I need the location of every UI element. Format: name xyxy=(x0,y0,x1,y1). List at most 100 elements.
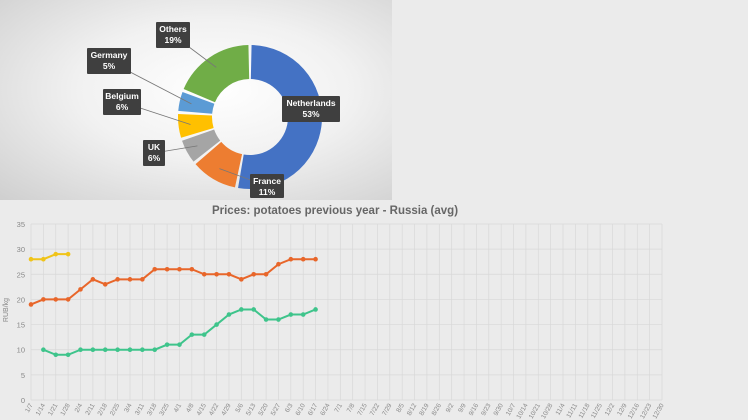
donut-slice-germany xyxy=(178,91,215,114)
slice-value-label: 53% xyxy=(302,109,319,119)
slice-label: Belgium xyxy=(105,91,139,101)
x-tick-label: 9/2 xyxy=(445,402,456,414)
x-tick-label: 6/10 xyxy=(295,402,308,417)
callout-box xyxy=(143,140,165,166)
x-tick-label: 6/24 xyxy=(319,402,332,417)
data-point xyxy=(251,271,257,277)
data-point xyxy=(115,347,120,353)
data-point xyxy=(288,312,294,317)
x-tick-label: 8/19 xyxy=(418,402,431,417)
x-tick-label: 10/28 xyxy=(540,402,554,420)
data-point xyxy=(313,256,318,262)
donut-slice-netherlands xyxy=(238,45,322,190)
x-tick-label: 5/20 xyxy=(257,402,270,417)
y-tick-label: 0 xyxy=(21,396,25,405)
data-point xyxy=(189,332,195,337)
data-point xyxy=(28,302,34,307)
x-tick-label: 1/7 xyxy=(24,402,35,414)
data-point xyxy=(263,317,269,322)
x-tick-label: 3/18 xyxy=(146,402,159,417)
x-tick-label: 8/12 xyxy=(406,402,419,417)
chart-title: Prices: potatoes previous year - Russia … xyxy=(212,205,458,217)
x-tick-label: 11/25 xyxy=(590,402,604,420)
slice-label: Others xyxy=(159,24,187,34)
y-tick-label: 10 xyxy=(17,346,25,355)
data-point xyxy=(201,271,207,277)
y-tick-label: 30 xyxy=(17,245,25,254)
data-point xyxy=(78,287,83,292)
x-tick-label: 7/15 xyxy=(356,402,369,417)
series-line-2 xyxy=(30,258,316,306)
slice-label: UK xyxy=(148,142,161,152)
data-point xyxy=(53,251,59,257)
data-point xyxy=(90,347,96,353)
data-point xyxy=(41,347,46,353)
donut-slice-france xyxy=(195,141,243,188)
line-chart-panel: Prices: potatoes previous year - Russia … xyxy=(0,200,748,420)
donut-chart-panel: Netherlands 53% France 11% UK 6% Belgium 6% Germ… xyxy=(0,0,392,200)
data-point xyxy=(214,322,219,327)
slice-label: Germany xyxy=(91,50,128,60)
data-point xyxy=(152,266,158,272)
data-point xyxy=(115,277,120,282)
x-tick-label: 4/29 xyxy=(220,402,233,417)
x-tick-label: 12/30 xyxy=(652,402,666,420)
x-tick-label: 9/30 xyxy=(492,402,505,417)
x-tick-label: 9/9 xyxy=(457,402,468,414)
data-point xyxy=(276,317,281,322)
slice-value-label: 5% xyxy=(103,61,116,71)
x-tick-label: 1/21 xyxy=(47,402,60,417)
donut-slice-belgium xyxy=(177,114,214,138)
y-tick-label: 15 xyxy=(17,321,25,330)
x-tick-label: 5/27 xyxy=(270,402,283,417)
data-point xyxy=(78,347,83,353)
line-chart: Prices: potatoes previous year - Russia … xyxy=(3,205,666,420)
x-tick-label: 3/11 xyxy=(134,402,146,416)
data-point xyxy=(53,297,59,302)
x-tick-label: 8/26 xyxy=(431,402,444,417)
slice-value-label: 6% xyxy=(116,102,129,112)
data-point xyxy=(65,352,71,358)
data-point xyxy=(263,271,269,277)
data-point xyxy=(300,312,306,317)
data-point xyxy=(102,347,108,353)
x-tick-label: 9/23 xyxy=(480,402,493,417)
data-point xyxy=(288,256,294,262)
slice-value-label: 6% xyxy=(148,153,161,163)
data-point xyxy=(127,347,133,353)
x-tick-label: 4/22 xyxy=(208,402,221,417)
data-point xyxy=(102,282,108,287)
y-tick-label: 35 xyxy=(17,220,25,229)
data-point xyxy=(177,342,182,347)
slice-label: France xyxy=(253,176,281,186)
data-point xyxy=(164,342,170,347)
data-point xyxy=(226,312,232,317)
y-tick-label: 5 xyxy=(21,371,25,380)
donut-slice-others xyxy=(183,45,250,103)
callout-box xyxy=(103,89,141,115)
x-tick-label: 7/8 xyxy=(346,402,357,414)
data-point xyxy=(53,352,59,358)
x-tick-label: 4/8 xyxy=(185,402,196,414)
x-tick-label: 6/17 xyxy=(307,402,320,417)
callout-box xyxy=(87,48,131,74)
data-point xyxy=(140,277,145,282)
x-tick-label: 2/25 xyxy=(109,402,122,417)
x-tick-label: 1/28 xyxy=(59,402,72,417)
data-point xyxy=(214,271,219,277)
x-tick-label: 3/4 xyxy=(123,402,134,414)
data-point xyxy=(41,256,46,262)
data-point xyxy=(300,256,306,262)
data-point xyxy=(41,297,46,302)
x-tick-label: 3/25 xyxy=(158,402,171,417)
data-point xyxy=(251,307,257,312)
data-point xyxy=(276,261,281,267)
y-tick-label: 25 xyxy=(17,270,25,279)
x-tick-label: 7/22 xyxy=(369,402,382,417)
callout-box xyxy=(250,174,284,198)
data-point xyxy=(226,271,232,277)
slice-label: Netherlands xyxy=(286,98,335,108)
donut-slice-uk xyxy=(182,129,221,162)
series-line-1 xyxy=(31,253,69,261)
x-tick-label: 7/29 xyxy=(381,402,394,417)
